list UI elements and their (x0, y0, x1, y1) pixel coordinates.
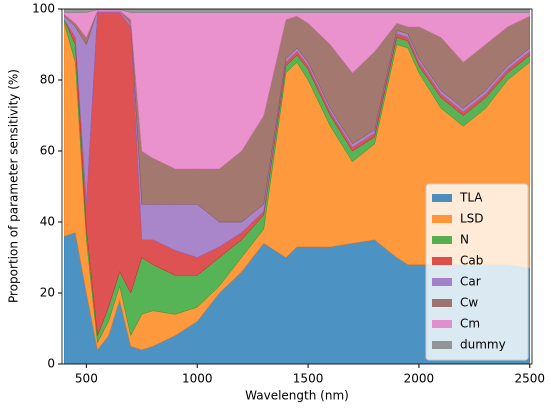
legend-label: LSD (460, 212, 484, 226)
plot-frame (61, 8, 533, 365)
x-axis-label: Wavelength (nm) (245, 389, 349, 403)
legend-swatch (432, 299, 452, 307)
x-tick-label: 2500 (515, 372, 546, 386)
legend-swatch (432, 341, 452, 349)
legend-label: Cm (460, 317, 480, 331)
y-tick-label: 20 (40, 286, 55, 300)
legend-swatch (432, 278, 452, 286)
legend-swatch (432, 236, 452, 244)
legend: TLA LSD N Cab Car Cw Cm dummy (425, 183, 529, 361)
y-axis-label: Proportion of parameter sensitivity (%) (7, 69, 21, 303)
legend-swatch (432, 215, 452, 223)
legend-label: dummy (460, 338, 506, 352)
legend-swatch (432, 194, 452, 202)
legend-swatch (432, 257, 452, 265)
legend-label: Car (460, 275, 481, 289)
y-tick-label: 60 (40, 144, 55, 158)
legend-label: Cw (460, 296, 478, 310)
y-tick-label: 100 (32, 2, 55, 16)
x-tick-label: 500 (75, 372, 98, 386)
legend-box (425, 183, 529, 361)
x-tick-label: 1000 (182, 372, 213, 386)
legend-swatch (432, 320, 452, 328)
y-tick-label: 40 (40, 215, 55, 229)
x-tick-label: 2000 (404, 372, 435, 386)
area (63, 8, 531, 13)
x-tick-label: 1500 (293, 372, 324, 386)
y-tick-label: 80 (40, 73, 55, 87)
legend-label: N (460, 233, 469, 247)
legend-label: TLA (459, 191, 483, 205)
y-tick-label: 0 (47, 357, 55, 371)
legend-label: Cab (460, 254, 483, 268)
